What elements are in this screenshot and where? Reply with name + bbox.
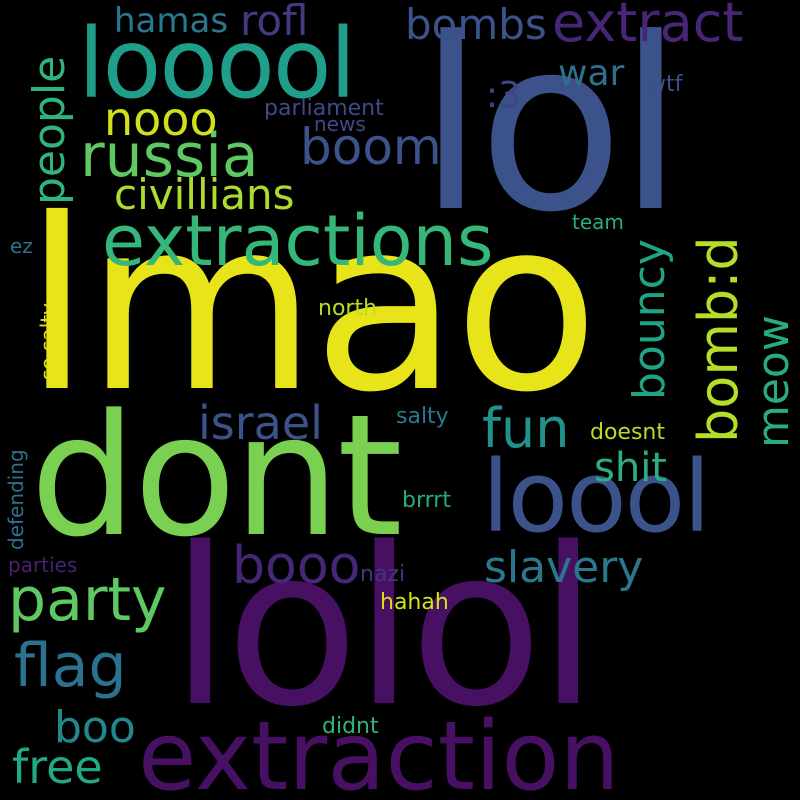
word-north: north [318, 296, 378, 321]
word-nazi: nazi [360, 562, 406, 587]
word-salty: salty [396, 404, 449, 429]
word-party: party [8, 565, 167, 635]
word-people: people [24, 55, 75, 205]
word-doesnt: doesnt [590, 420, 665, 445]
word-brrrt: brrrt [402, 488, 451, 513]
word-flag: flag [14, 631, 127, 701]
word-shit: shit [594, 445, 667, 491]
word-hahah: hahah [380, 590, 449, 615]
word-extraction: extraction [138, 702, 620, 800]
word-civillians: civillians [114, 170, 295, 219]
word-war: war [558, 53, 625, 94]
word-bomb-d: bomb:d [687, 236, 750, 443]
word-lol: lol [418, 0, 684, 265]
word-fun: fun [482, 397, 570, 460]
word-team: team [572, 210, 624, 234]
word-news: news [314, 112, 366, 136]
word-dont: dont [30, 378, 403, 574]
word-wtf: wtf [648, 72, 683, 97]
word-colon3: :3 [486, 75, 522, 116]
word-lolol: lolol [170, 502, 598, 755]
word-free: free [12, 740, 103, 794]
word-meow: meow [748, 315, 799, 448]
word-israel: israel [198, 396, 323, 450]
word-parliament: parliament [264, 96, 384, 121]
word-bouncy: bouncy [624, 239, 675, 400]
word-rofl: rofl [240, 0, 309, 45]
word-ez: ez [10, 234, 33, 258]
word-defending: defending [4, 449, 28, 550]
word-bombs: bombs [405, 0, 547, 49]
word-booo: booo [232, 536, 361, 596]
word-extract: extract [552, 0, 744, 54]
word-boo: boo [54, 702, 136, 753]
word-boom: boom [300, 118, 442, 176]
word-slavery: slavery [484, 542, 644, 593]
word-parties: parties [8, 553, 78, 577]
word-so-salty: so salty [36, 303, 60, 380]
word-nooo: nooo [104, 92, 218, 146]
word-loool: loool [482, 440, 711, 555]
word-hamas: hamas [114, 1, 229, 41]
word-didnt: didnt [322, 714, 379, 739]
word-looool: looool [78, 8, 356, 120]
word-lmao: lmao [24, 168, 599, 444]
word-russia: russia [80, 121, 259, 191]
word-extractions: extractions [102, 200, 494, 282]
